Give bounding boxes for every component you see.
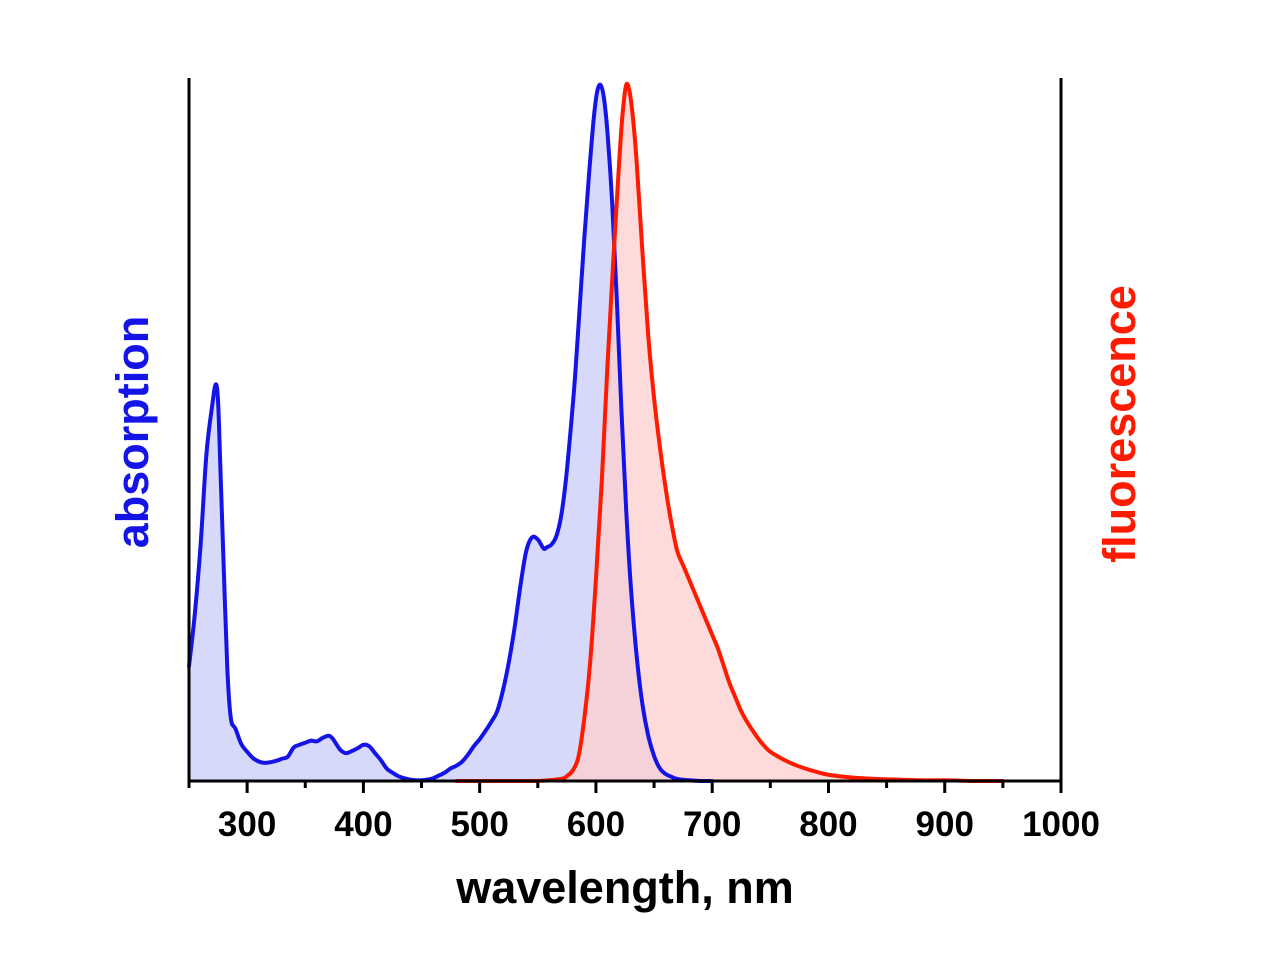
x-tick-label: 800	[799, 805, 857, 844]
x-tick-label: 300	[218, 805, 276, 844]
absorption-line	[187, 82, 715, 783]
x-ticks: 300 400 500 600 700 800 900 1000	[187, 781, 1100, 844]
left-axis-title: absorption	[107, 316, 158, 549]
axes-layer	[187, 78, 1063, 783]
x-tick-label: 900	[916, 805, 974, 844]
x-tick-label: 1000	[1022, 805, 1100, 844]
x-axis-title: wavelength, nm	[455, 862, 794, 913]
series-layer	[187, 81, 1005, 783]
absorption-area	[189, 84, 713, 781]
x-tick-label: 500	[450, 805, 508, 844]
x-tick-label: 400	[334, 805, 392, 844]
series-lines	[187, 81, 1005, 783]
right-axis-title: fluorescence	[1094, 285, 1145, 563]
series-fills	[189, 83, 1003, 782]
x-tick-label: 700	[683, 805, 741, 844]
x-tick-label: 600	[567, 805, 625, 844]
fluorescence-line	[454, 81, 1005, 783]
